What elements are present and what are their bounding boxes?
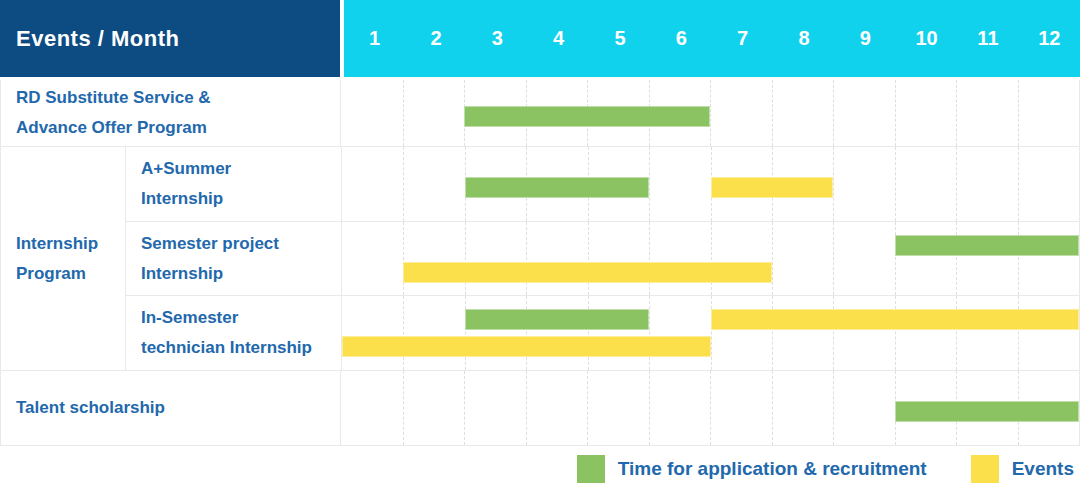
table-row-rd-substitute: RD Substitute Service & Advance Offer Pr… xyxy=(1,80,1079,146)
month-gridline xyxy=(403,296,404,370)
event-bar xyxy=(342,336,711,357)
group-sub-rows: A+Summer Internship Semester project Int… xyxy=(125,147,1079,370)
month-gridline xyxy=(833,80,834,146)
month-gridline xyxy=(403,80,404,146)
month-label: 1 xyxy=(344,27,405,50)
month-header-row: 123456789101112 xyxy=(344,0,1080,77)
table-row-in-semester-technician: In-Semester technician Internship xyxy=(126,295,1079,370)
internship-program-group: Internship Program A+Summer Internship S… xyxy=(1,146,1079,370)
month-gridline xyxy=(711,222,712,295)
month-label: 7 xyxy=(712,27,773,50)
gantt-track xyxy=(341,147,1079,221)
month-gridline xyxy=(465,222,466,295)
month-gridline xyxy=(464,371,465,445)
row-label: Talent scholarship xyxy=(1,371,340,445)
month-gridline xyxy=(526,296,527,370)
gantt-track xyxy=(341,296,1079,370)
month-gridline xyxy=(895,80,896,146)
month-gridline xyxy=(833,147,834,221)
row-label: In-Semester technician Internship xyxy=(126,296,341,370)
yellow-swatch-icon xyxy=(971,455,999,483)
application-recruitment-bar xyxy=(465,309,649,330)
month-gridline xyxy=(710,371,711,445)
green-swatch-icon xyxy=(577,455,605,483)
legend-label: Events xyxy=(1012,458,1074,480)
month-label: 12 xyxy=(1019,27,1080,50)
month-label: 5 xyxy=(589,27,650,50)
month-gridline xyxy=(403,371,404,445)
month-gridline xyxy=(649,147,650,221)
event-bar xyxy=(403,262,772,283)
row-label: A+Summer Internship xyxy=(126,147,341,221)
month-gridline xyxy=(772,371,773,445)
month-gridline xyxy=(710,80,711,146)
month-gridline xyxy=(772,296,773,370)
month-gridline xyxy=(956,80,957,146)
month-gridline xyxy=(711,296,712,370)
gantt-schedule-table: Events / Month 123456789101112 RD Substi… xyxy=(0,0,1080,446)
month-gridline xyxy=(1018,296,1019,370)
month-label: 3 xyxy=(467,27,528,50)
month-gridline xyxy=(833,296,834,370)
table-row-semester-project: Semester project Internship xyxy=(126,221,1079,295)
month-gridline xyxy=(956,147,957,221)
group-label: Internship Program xyxy=(1,147,125,370)
row-label: Semester project Internship xyxy=(126,222,341,295)
month-gridline xyxy=(465,296,466,370)
month-gridline xyxy=(649,296,650,370)
legend-item-application-recruitment: Time for application & recruitment xyxy=(577,455,927,483)
legend: Time for application & recruitment Event… xyxy=(547,455,1074,483)
month-label: 10 xyxy=(896,27,957,50)
month-gridline xyxy=(895,222,896,295)
month-label: 2 xyxy=(405,27,466,50)
month-gridline xyxy=(833,371,834,445)
month-label: 9 xyxy=(835,27,896,50)
month-gridline xyxy=(895,147,896,221)
month-gridline xyxy=(1018,80,1019,146)
application-recruitment-bar xyxy=(895,235,1079,256)
month-gridline xyxy=(1018,147,1019,221)
month-gridline xyxy=(772,222,773,295)
legend-label: Time for application & recruitment xyxy=(618,458,927,480)
month-gridline xyxy=(895,296,896,370)
gantt-track xyxy=(340,80,1079,146)
month-gridline xyxy=(403,147,404,221)
table-row-a-summer: A+Summer Internship xyxy=(126,147,1079,221)
month-gridline xyxy=(588,222,589,295)
legend-item-events: Events xyxy=(971,455,1074,483)
events-month-header-cell: Events / Month xyxy=(0,0,340,77)
month-label: 4 xyxy=(528,27,589,50)
month-gridline xyxy=(1018,222,1019,295)
table-header: Events / Month 123456789101112 xyxy=(0,0,1080,77)
header-title: Events / Month xyxy=(16,26,179,52)
month-gridline xyxy=(772,80,773,146)
month-gridline xyxy=(956,222,957,295)
month-label: 11 xyxy=(957,27,1018,50)
event-bar xyxy=(711,309,1080,330)
month-gridline xyxy=(403,222,404,295)
application-recruitment-bar xyxy=(464,106,710,127)
event-bar xyxy=(711,177,834,198)
gantt-track xyxy=(341,222,1079,295)
month-label: 6 xyxy=(651,27,712,50)
row-label: RD Substitute Service & Advance Offer Pr… xyxy=(1,80,340,146)
application-recruitment-bar xyxy=(465,177,649,198)
month-gridline xyxy=(649,371,650,445)
month-gridline xyxy=(833,222,834,295)
application-recruitment-bar xyxy=(895,401,1080,422)
month-gridline xyxy=(956,296,957,370)
table-body: RD Substitute Service & Advance Offer Pr… xyxy=(0,80,1080,446)
month-gridline xyxy=(587,371,588,445)
month-gridline xyxy=(526,222,527,295)
month-label: 8 xyxy=(773,27,834,50)
gantt-track xyxy=(340,371,1079,445)
month-gridline xyxy=(649,222,650,295)
table-row-talent-scholarship: Talent scholarship xyxy=(1,370,1079,445)
month-gridline xyxy=(526,371,527,445)
month-gridline xyxy=(588,296,589,370)
